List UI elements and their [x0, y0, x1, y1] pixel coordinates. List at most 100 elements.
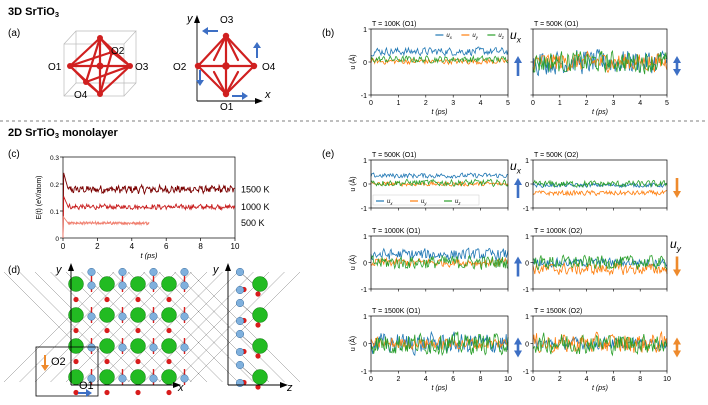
chart-b-0-arrow-label: ux — [510, 28, 522, 45]
axis-label-y-d: y — [55, 264, 63, 276]
atom-label-o4: O4 — [74, 90, 88, 101]
chart-e-5-ytick-label: 1 — [525, 314, 529, 321]
chart-e-4-ytick-label: 0 — [363, 342, 367, 349]
chart-e-subplot-1: T = 500K (O2) -1 0 1 uy — [523, 152, 682, 254]
chart-e-5-title: T = 1500K (O2) — [534, 308, 582, 315]
chart-e-5-xtick-label: 0 — [531, 376, 535, 383]
chart-e-5-series-u_z — [532, 332, 668, 357]
chart-c-ytick-label: 0.3 — [50, 155, 59, 162]
chart-c-xtick-label: 6 — [164, 242, 169, 251]
chart-c-series-1 — [62, 196, 236, 239]
chart-b-1-arrow — [673, 56, 681, 76]
section-title-2d: 2D SrTiO3 monolayer — [8, 127, 118, 140]
chart-e-0-legend: ux uy uz — [372, 194, 480, 206]
axis-label-x-a: x — [264, 89, 271, 101]
chart-e-4-xtick-label: 8 — [479, 376, 483, 383]
chart-e-3-title: T = 1000K (O2) — [534, 228, 582, 235]
chart-e-2-series-u_z — [370, 254, 509, 270]
chart-b-1-xtick-label: 5 — [665, 100, 669, 107]
chart-e-1-ytick-label: 0 — [525, 182, 529, 189]
chart-b-0-xtick-label: 4 — [479, 100, 483, 107]
chart-e-3-series-u_y — [532, 262, 668, 276]
chart-e-4-xtick-label: 6 — [451, 376, 455, 383]
chart-e-0-arrow — [514, 178, 522, 198]
chart-e-4-title: T = 1500K (O1) — [372, 308, 420, 315]
displacement-arrow-o2 — [196, 70, 204, 86]
chart-c-xtick-label: 2 — [95, 242, 100, 251]
atom-label-o2: O2 — [111, 46, 125, 57]
chart-e-2-arrow — [514, 256, 522, 277]
chart-e-0-ytick-label: 1 — [363, 158, 367, 165]
chart-e-2-ylabel: u (Å) — [348, 255, 357, 270]
chart-e-4-xlabel: t (ps) — [432, 385, 448, 392]
axis-label-x-d: x — [177, 382, 184, 394]
chart-b-0-title: T = 100K (O1) — [372, 21, 416, 28]
chart-b-0-xtick-label: 5 — [506, 100, 510, 107]
inset-arrow-o1 — [78, 389, 92, 397]
chart-b-1-series-u_y — [533, 50, 668, 74]
chart-e-2-series-u_y — [370, 256, 509, 268]
atom-label-right-o2: O2 — [173, 62, 187, 73]
chart-c-legend-2: 500 K — [241, 218, 265, 228]
chart-b-0-ylabel: u (Å) — [348, 54, 357, 69]
chart-b-subplot-1: T = 500K (O1) 0 1 2 3 4 5 t (ps) — [530, 21, 681, 116]
chart-e-4-xtick-label: 4 — [424, 376, 428, 383]
chart-e-3-ytick-label: 0 — [525, 261, 529, 268]
legend-label-u_y: uy — [421, 199, 427, 206]
chart-e-0-series-u_z — [370, 178, 509, 188]
octahedron-projection: y x O3 O2 O4 O1 — [173, 13, 276, 113]
legend-label-u_x: ux — [387, 199, 393, 206]
chart-e-2-ytick-label: -1 — [361, 287, 367, 294]
chart-e-4-series-u_z — [370, 331, 509, 357]
legend-label-u_z: uz — [498, 33, 504, 40]
chart-e-0-ytick-label: 0 — [363, 182, 367, 189]
legend-label-u_y: uy — [472, 33, 478, 40]
monolayer-lattice-xy: y x O2 O1 — [3, 263, 301, 397]
chart-c-ytick-label: 0.1 — [50, 209, 59, 216]
chart-e-3-arrow — [673, 256, 681, 277]
chart-b-0-xtick-label: 2 — [424, 100, 428, 107]
chart-e-4-xtick-label: 0 — [369, 376, 373, 383]
unit-cell-inset — [35, 346, 99, 397]
chart-e-3-ytick-label: -1 — [523, 287, 529, 294]
charts: 0 2 4 6 8 1000.10.20.3t (ps)E(t) (eV/atom) 150… — [36, 21, 682, 392]
chart-e-subplot-3: T = 1000K (O2) -1 0 1 — [523, 228, 681, 294]
chart-e-3-ytick-label: 1 — [525, 234, 529, 241]
chart-e-subplot-2: T = 1000K (O1) -1 0 1 u (Å) — [348, 228, 522, 294]
axis-label-y-a: y — [186, 13, 194, 25]
octahedron-bonds-left — [68, 36, 132, 96]
legend-label-u_z: uz — [455, 199, 461, 206]
chart-c-ytick-label: 0 — [55, 236, 59, 243]
chart-b-0-xtick-label: 0 — [369, 100, 373, 107]
chart-e-4-arrow — [514, 337, 522, 358]
chart-e-5-xtick-label: 8 — [638, 376, 642, 383]
chart-b-0-ytick-label: 0 — [363, 60, 367, 67]
chart-b-0-xlabel: t (ps) — [432, 109, 448, 116]
chart-e-1-title: T = 500K (O2) — [534, 152, 578, 159]
inset-arrow-o2 — [41, 355, 49, 371]
chart-b-0-ytick-label: -1 — [361, 93, 367, 100]
displacement-arrow-o1 — [232, 92, 248, 100]
chart-b-1-xtick-label: 4 — [638, 100, 642, 107]
chart-c-ytick-label: 0.2 — [50, 182, 59, 189]
chart-c-series-0 — [62, 172, 236, 239]
chart-e-4-ylabel: u (Å) — [348, 336, 357, 351]
displacement-arrow-o3 — [202, 27, 218, 35]
atom-label-o3: O3 — [135, 62, 149, 73]
chart-e-4-series-u_y — [370, 336, 509, 351]
panel-label-e: (e) — [322, 149, 334, 160]
chart-b-1-xtick-label: 3 — [611, 100, 615, 107]
chart-b-1-xtick-label: 1 — [558, 100, 562, 107]
chart-e-4-xtick-label: 10 — [504, 376, 512, 383]
chart-e-5-xtick-label: 2 — [558, 376, 562, 383]
chart-c-legend-0: 1500 K — [241, 184, 270, 194]
chart-e-4-ytick-label: 1 — [363, 314, 367, 321]
section-title-3d: 3D SrTiO3 — [8, 6, 59, 19]
chart-e-0-ylabel: u (Å) — [348, 176, 357, 191]
displacement-arrow-o4 — [253, 42, 261, 58]
inset-label-o2: O2 — [51, 356, 66, 368]
chart-b-1-series-u_z — [532, 49, 668, 75]
chart-e-5-xtick-label: 6 — [611, 376, 615, 383]
